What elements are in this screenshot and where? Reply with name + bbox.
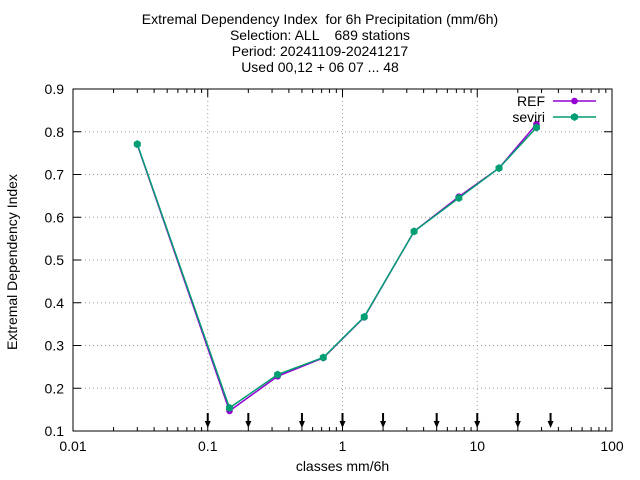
chart-subtitle-selection: Selection: ALL 689 stations — [229, 27, 411, 43]
grid-layer — [73, 89, 612, 431]
series-line — [136, 123, 538, 413]
class-threshold-arrowhead — [298, 421, 305, 428]
x-axis-label: classes mm/6h — [296, 458, 389, 474]
legend-label: seviri — [512, 109, 545, 125]
chart-subtitle-used: Used 00,12 + 06 07 ... 48 — [241, 59, 399, 75]
y-tick-label: 0.8 — [45, 124, 65, 140]
legend-label: REF — [517, 93, 545, 109]
class-threshold-arrowhead — [245, 421, 252, 428]
data-point — [133, 140, 141, 149]
class-threshold-arrowhead — [433, 421, 440, 428]
data-point — [495, 164, 503, 173]
legend-marker — [571, 113, 578, 121]
data-point — [455, 194, 463, 203]
y-tick-label: 0.6 — [45, 209, 65, 225]
x-tick-label: 0.01 — [59, 438, 86, 454]
class-threshold-arrowhead — [514, 421, 521, 428]
y-tick-label: 0.1 — [45, 423, 65, 439]
series-seviri — [133, 123, 540, 412]
class-threshold-arrowhead — [380, 421, 387, 428]
y-axis-label: Extremal Dependency Index — [4, 174, 20, 350]
data-point — [410, 227, 418, 236]
y-tick-label: 0.3 — [45, 338, 65, 354]
series-REF — [133, 120, 540, 415]
legend-marker — [571, 97, 578, 105]
y-tick-label: 0.9 — [45, 81, 65, 97]
chart-title: Extremal Dependency Index for 6h Precipi… — [141, 11, 499, 27]
x-tick-label: 1 — [339, 438, 347, 454]
class-threshold-arrowhead — [547, 421, 554, 428]
data-point — [532, 123, 540, 132]
y-tick-label: 0.5 — [45, 252, 65, 268]
x-tick-label: 100 — [600, 438, 624, 454]
series-line — [136, 126, 538, 410]
data-point — [225, 403, 233, 412]
class-marker-layer — [204, 413, 554, 428]
chart-subtitle-period: Period: 20241109-20241217 — [231, 43, 409, 59]
chart-title-block: Extremal Dependency Index for 6h Precipi… — [0, 11, 640, 75]
x-tick-label: 10 — [469, 438, 485, 454]
y-tick-label: 0.7 — [45, 167, 65, 183]
y-tick-label: 0.4 — [45, 295, 65, 311]
data-point — [360, 312, 368, 321]
y-tick-label: 0.2 — [45, 380, 65, 396]
x-tick-label: 0.1 — [198, 438, 218, 454]
series-layer — [133, 120, 540, 415]
data-point — [274, 370, 282, 379]
data-point — [319, 353, 327, 362]
